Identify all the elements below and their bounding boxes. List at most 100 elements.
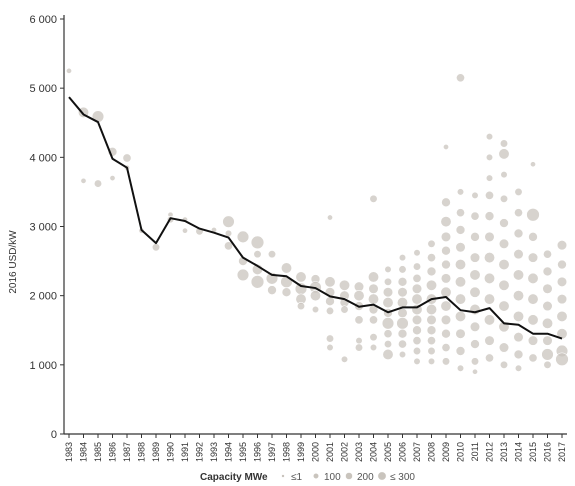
project-bubble — [440, 300, 452, 312]
y-tick-label: 0 — [51, 429, 57, 441]
project-bubble — [353, 281, 365, 292]
project-bubble — [543, 249, 552, 259]
project-bubble — [485, 190, 494, 200]
weighted-average-line — [68, 96, 563, 340]
project-bubble — [281, 287, 292, 298]
x-tick-label: 1999 — [296, 442, 306, 462]
project-bubble — [557, 259, 567, 270]
x-tick-label: 2002 — [340, 442, 350, 462]
project-bubble — [296, 301, 306, 311]
project-bubble — [182, 227, 188, 234]
y-tick-label: 5 000 — [29, 83, 57, 95]
project-bubble — [382, 287, 394, 298]
x-tick-label: 1991 — [180, 442, 190, 462]
x-tick-label: 1989 — [151, 442, 161, 462]
project-bubble — [338, 279, 351, 291]
x-tick-label: 2001 — [325, 442, 335, 462]
project-bubble — [224, 229, 233, 238]
project-bubble — [384, 265, 392, 273]
project-bubble — [311, 305, 320, 314]
y-axis-title: 2016 USD/kW — [8, 230, 19, 294]
project-bubble — [555, 352, 569, 367]
project-bubble — [456, 208, 465, 218]
project-bubble — [498, 148, 510, 160]
project-bubble — [526, 208, 540, 222]
legend-label: 100 — [324, 472, 341, 483]
x-tick-label: 2012 — [485, 442, 495, 462]
project-bubble — [456, 73, 465, 83]
project-bubble — [398, 265, 407, 274]
x-tick-label: 2013 — [499, 442, 509, 462]
project-bubble — [441, 343, 451, 352]
project-bubble — [483, 314, 496, 326]
project-bubble — [441, 245, 451, 256]
project-bubble — [512, 310, 525, 322]
project-bubble — [325, 334, 335, 343]
project-bubble — [412, 325, 422, 336]
project-bubble — [513, 332, 524, 343]
project-bubble — [427, 346, 436, 356]
project-bubble — [426, 325, 437, 336]
project-bubble — [542, 335, 553, 346]
x-tick-label: 2015 — [528, 442, 538, 462]
x-tick-label: 2006 — [398, 442, 408, 462]
project-bubble — [472, 368, 478, 375]
legend: Capacity MWe ≤1 100 200 ≤ 300 — [200, 471, 415, 483]
project-bubble — [324, 276, 336, 288]
project-bubble — [498, 279, 510, 291]
project-bubble — [441, 328, 451, 339]
x-tick-label: 1987 — [122, 442, 132, 462]
project-bubble — [556, 310, 568, 322]
project-bubble — [541, 348, 554, 361]
project-bubble — [396, 317, 409, 330]
project-bubble — [499, 360, 509, 369]
project-bubble — [469, 321, 481, 332]
x-tick-label: 1985 — [93, 442, 103, 462]
project-bubble — [485, 353, 494, 363]
project-bubble — [427, 357, 436, 365]
project-bubble — [512, 269, 525, 281]
project-bubble — [440, 273, 452, 284]
project-bubble — [80, 177, 87, 184]
project-bubble — [412, 262, 422, 271]
project-bubble — [413, 249, 421, 257]
project-bubble — [325, 296, 335, 307]
project-bubble — [455, 346, 466, 356]
x-axis-ticks: 1983 1984 1985 1986 1987 1988 1989 1990 1991 1992… — [64, 434, 567, 462]
project-bubble — [280, 275, 293, 289]
project-bubble — [267, 285, 277, 295]
project-bubble — [556, 276, 568, 287]
legend-label: ≤1 — [291, 472, 302, 483]
project-bubble — [66, 67, 72, 74]
project-bubble — [397, 277, 408, 287]
project-bubble — [369, 343, 378, 352]
project-bubble — [454, 258, 467, 271]
project-bubble — [250, 235, 265, 250]
project-bubble — [483, 252, 496, 264]
project-bubble — [294, 282, 308, 295]
legend-bubble — [281, 474, 285, 478]
project-bubble — [354, 343, 364, 352]
legend-title: Capacity MWe — [200, 472, 268, 483]
project-bubble — [441, 357, 451, 366]
project-bubble — [413, 357, 421, 365]
project-bubble — [454, 293, 467, 305]
project-bubble — [427, 239, 436, 248]
project-bubble — [483, 293, 496, 305]
y-tick-label: 2 000 — [29, 291, 57, 303]
legend-bubble — [377, 471, 387, 481]
project-bubble — [469, 286, 481, 298]
project-bubble — [326, 343, 334, 352]
project-bubble — [340, 305, 349, 314]
project-bubble — [398, 339, 407, 349]
x-tick-label: 1995 — [238, 442, 248, 462]
project-bubble — [411, 283, 423, 294]
x-tick-label: 1993 — [209, 442, 219, 462]
project-bubble — [498, 300, 510, 312]
project-bubble — [514, 208, 523, 218]
project-bubble — [513, 349, 524, 360]
y-tick-label: 3 000 — [29, 222, 57, 234]
average-line — [68, 96, 563, 340]
project-bubble — [543, 360, 552, 369]
